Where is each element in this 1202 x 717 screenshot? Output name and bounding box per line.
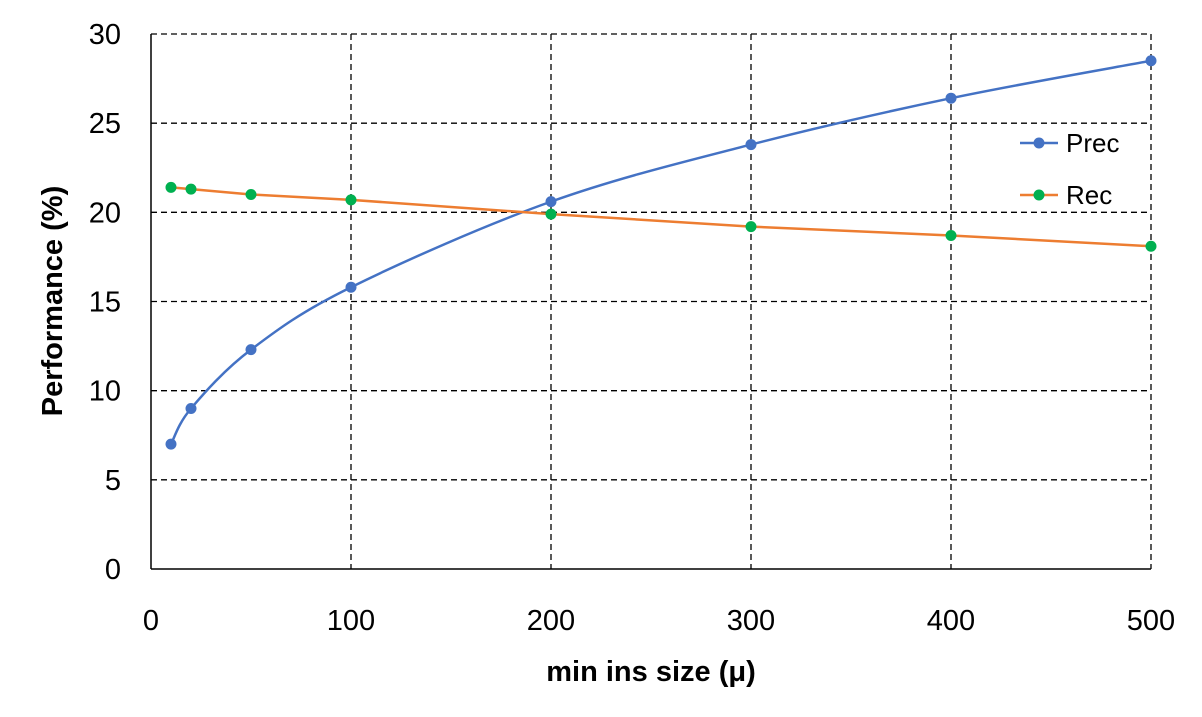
legend-marker-rec [1033, 189, 1045, 201]
series [165, 55, 1157, 450]
x-tick-label: 200 [527, 605, 575, 637]
data-point-rec [345, 194, 357, 206]
data-point-prec [345, 281, 357, 293]
y-tick-label: 25 [89, 108, 121, 140]
data-point-prec [545, 196, 557, 208]
x-tick-label: 100 [327, 605, 375, 637]
series-line-prec [169, 59, 1152, 445]
legend: Prec Rec [1020, 128, 1119, 210]
y-tick-label: 20 [89, 197, 121, 229]
x-tick-label: 300 [727, 605, 775, 637]
axes [150, 34, 1151, 570]
data-point-rec [545, 208, 557, 220]
x-tick-label: 400 [927, 605, 975, 637]
series-line-rec [170, 186, 1152, 248]
data-point-rec [245, 189, 257, 200]
legend-label-rec: Rec [1066, 180, 1112, 210]
grid-lines [151, 33, 1152, 569]
y-tick-label: 10 [89, 376, 121, 408]
data-point-rec [1145, 240, 1157, 252]
legend-marker-prec [1033, 137, 1045, 149]
y-tick-label: 30 [89, 19, 121, 51]
y-axis-title: Performance (%) [37, 186, 69, 416]
data-point-prec [165, 438, 177, 450]
data-point-rec [185, 183, 197, 195]
data-point-prec [1145, 55, 1157, 67]
legend-label-prec: Prec [1066, 128, 1119, 158]
y-tick-label: 15 [89, 287, 121, 319]
y-tick-label: 0 [105, 554, 121, 586]
x-tick-label: 0 [143, 605, 159, 637]
data-point-prec [745, 139, 757, 151]
data-point-prec [245, 344, 257, 356]
data-point-prec [185, 403, 197, 414]
data-point-rec [745, 221, 757, 233]
x-axis-title: min ins size (μ) [546, 656, 756, 688]
data-point-rec [945, 230, 957, 242]
y-tick-label: 5 [105, 465, 121, 497]
data-point-rec [165, 181, 177, 193]
data-point-prec [945, 92, 957, 104]
x-tick-label: 500 [1127, 605, 1175, 637]
